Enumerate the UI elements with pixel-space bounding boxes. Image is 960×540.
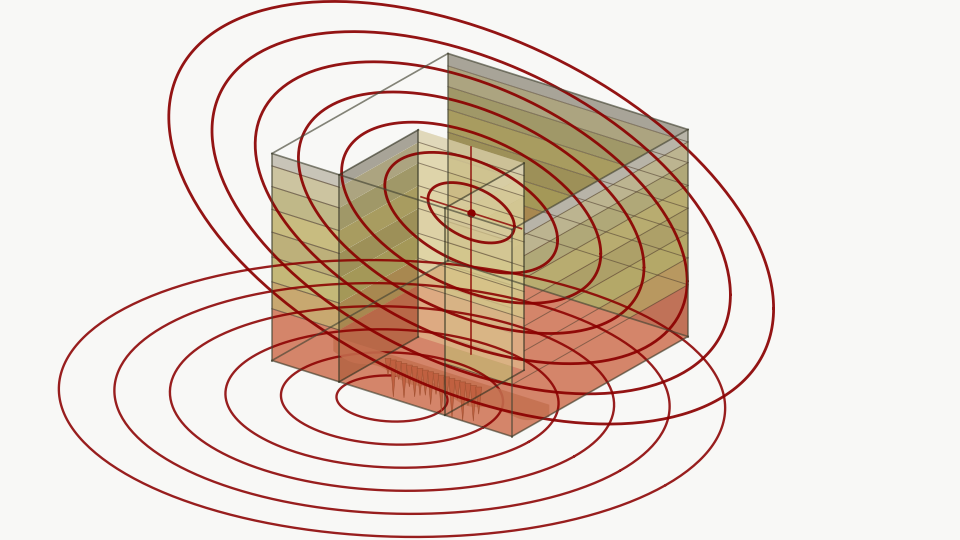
Polygon shape xyxy=(272,187,339,231)
Polygon shape xyxy=(444,197,524,264)
Polygon shape xyxy=(448,86,688,185)
Polygon shape xyxy=(385,359,391,375)
Polygon shape xyxy=(419,130,524,176)
Polygon shape xyxy=(422,370,428,395)
Polygon shape xyxy=(454,380,461,399)
Polygon shape xyxy=(339,142,419,208)
Polygon shape xyxy=(439,375,444,412)
Polygon shape xyxy=(512,142,688,262)
Polygon shape xyxy=(444,287,512,333)
Polygon shape xyxy=(272,257,339,303)
Polygon shape xyxy=(449,379,455,418)
Polygon shape xyxy=(512,130,688,242)
Polygon shape xyxy=(419,186,524,242)
Polygon shape xyxy=(272,260,688,436)
Polygon shape xyxy=(448,182,688,285)
Polygon shape xyxy=(444,312,512,358)
Polygon shape xyxy=(419,130,524,370)
Polygon shape xyxy=(406,365,413,387)
Polygon shape xyxy=(401,363,407,398)
Polygon shape xyxy=(512,208,688,333)
Polygon shape xyxy=(419,142,524,197)
Polygon shape xyxy=(448,66,688,163)
Polygon shape xyxy=(444,363,512,436)
Polygon shape xyxy=(419,258,524,319)
Polygon shape xyxy=(444,241,512,285)
Polygon shape xyxy=(339,258,419,330)
Polygon shape xyxy=(448,132,688,233)
Polygon shape xyxy=(419,285,524,370)
Polygon shape xyxy=(419,233,524,292)
Polygon shape xyxy=(339,163,419,231)
Polygon shape xyxy=(427,372,434,404)
Polygon shape xyxy=(448,110,688,208)
Polygon shape xyxy=(419,208,524,267)
Polygon shape xyxy=(444,264,512,308)
Polygon shape xyxy=(444,176,524,241)
Polygon shape xyxy=(433,374,439,394)
Polygon shape xyxy=(272,210,339,253)
Polygon shape xyxy=(339,208,419,278)
Polygon shape xyxy=(470,386,476,421)
Polygon shape xyxy=(512,185,688,308)
Polygon shape xyxy=(460,382,466,421)
Polygon shape xyxy=(512,258,688,384)
Polygon shape xyxy=(339,233,419,303)
Polygon shape xyxy=(419,163,524,219)
Polygon shape xyxy=(417,368,423,396)
Polygon shape xyxy=(512,285,688,436)
Polygon shape xyxy=(339,130,419,187)
Polygon shape xyxy=(272,309,339,382)
Polygon shape xyxy=(444,242,524,312)
Polygon shape xyxy=(391,360,396,397)
Polygon shape xyxy=(444,163,524,221)
Polygon shape xyxy=(444,267,524,336)
Polygon shape xyxy=(448,53,688,142)
Polygon shape xyxy=(333,336,549,420)
Polygon shape xyxy=(444,319,524,415)
Polygon shape xyxy=(465,383,471,406)
Polygon shape xyxy=(475,387,482,414)
Polygon shape xyxy=(444,219,524,287)
Polygon shape xyxy=(339,186,419,253)
Polygon shape xyxy=(412,367,418,397)
Polygon shape xyxy=(396,362,401,380)
Polygon shape xyxy=(448,209,688,336)
Polygon shape xyxy=(272,232,339,278)
Polygon shape xyxy=(272,166,339,208)
Polygon shape xyxy=(444,377,449,395)
Polygon shape xyxy=(444,208,512,242)
Polygon shape xyxy=(444,292,524,363)
Polygon shape xyxy=(272,282,339,330)
Polygon shape xyxy=(512,233,688,358)
Polygon shape xyxy=(272,153,339,187)
Polygon shape xyxy=(512,163,688,285)
Polygon shape xyxy=(444,336,512,384)
Polygon shape xyxy=(444,221,512,262)
Polygon shape xyxy=(339,285,419,382)
Polygon shape xyxy=(448,157,688,258)
